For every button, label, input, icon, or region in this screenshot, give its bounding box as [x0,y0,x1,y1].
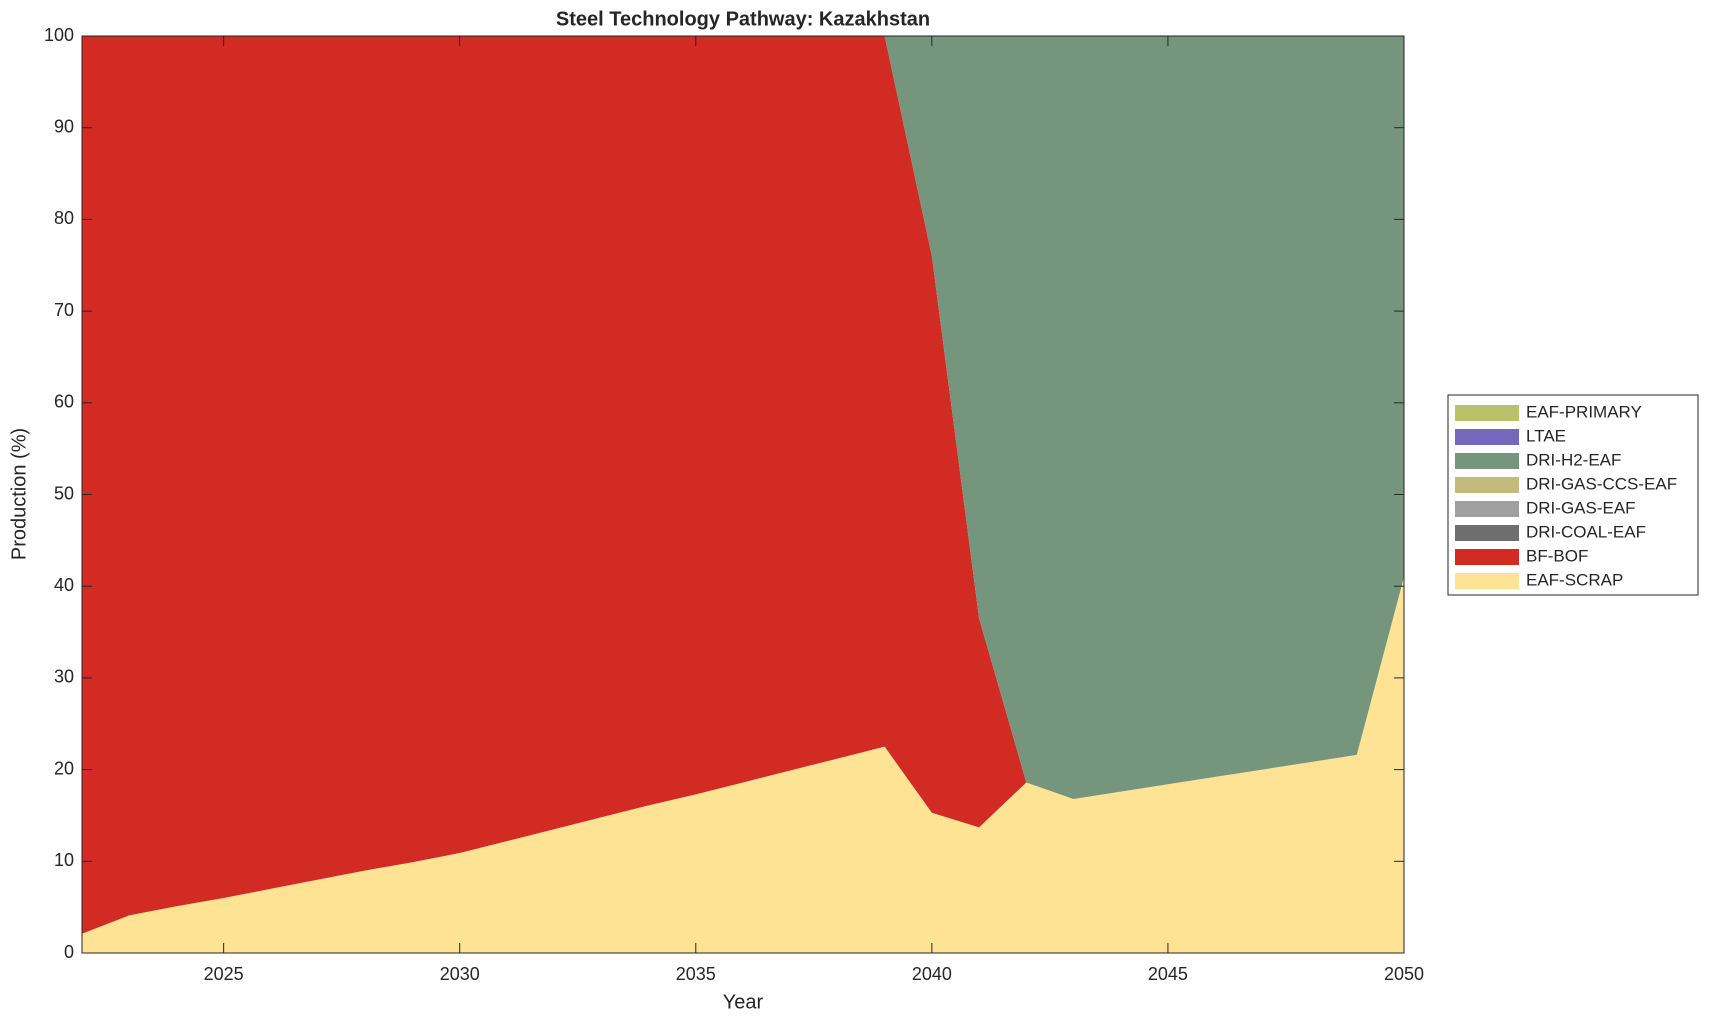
y-tick-label: 40 [54,575,74,595]
y-axis-label: Production (%) [8,428,30,560]
y-tick-label: 20 [54,758,74,778]
y-tick-label: 70 [54,300,74,320]
legend-label: DRI-GAS-EAF [1526,498,1636,517]
y-tick-label: 30 [54,667,74,687]
legend-swatch [1455,429,1519,445]
legend-swatch [1455,501,1519,517]
legend-label: EAF-PRIMARY [1526,402,1642,421]
y-tick-label: 60 [54,392,74,412]
area [82,577,1404,953]
legend-label: DRI-H2-EAF [1526,450,1621,469]
legend-swatch [1455,477,1519,493]
legend-swatch [1455,573,1519,589]
legend-label: BF-BOF [1526,546,1588,565]
legend-swatch [1455,549,1519,565]
area [82,36,1404,799]
y-tick-label: 90 [54,116,74,136]
y-tick-label: 100 [44,25,74,45]
legend-swatch [1455,405,1519,421]
area [82,36,1404,934]
x-tick-label: 2035 [676,964,716,984]
x-axis-label: Year [723,991,764,1013]
y-tick-label: 10 [54,850,74,870]
legend-label: LTAE [1526,426,1566,445]
x-tick-label: 2050 [1384,964,1424,984]
legend-swatch [1455,525,1519,541]
y-tick-label: 80 [54,208,74,228]
legend-label: DRI-COAL-EAF [1526,522,1646,541]
legend-label: DRI-GAS-CCS-EAF [1526,474,1677,493]
legend-label: EAF-SCRAP [1526,570,1623,589]
x-tick-label: 2045 [1148,964,1188,984]
x-tick-label: 2025 [204,964,244,984]
y-tick-label: 0 [64,942,74,962]
x-tick-label: 2030 [440,964,480,984]
x-tick-label: 2040 [912,964,952,984]
legend-swatch [1455,453,1519,469]
chart-title: Steel Technology Pathway: Kazakhstan [556,8,930,30]
y-tick-label: 50 [54,483,74,503]
